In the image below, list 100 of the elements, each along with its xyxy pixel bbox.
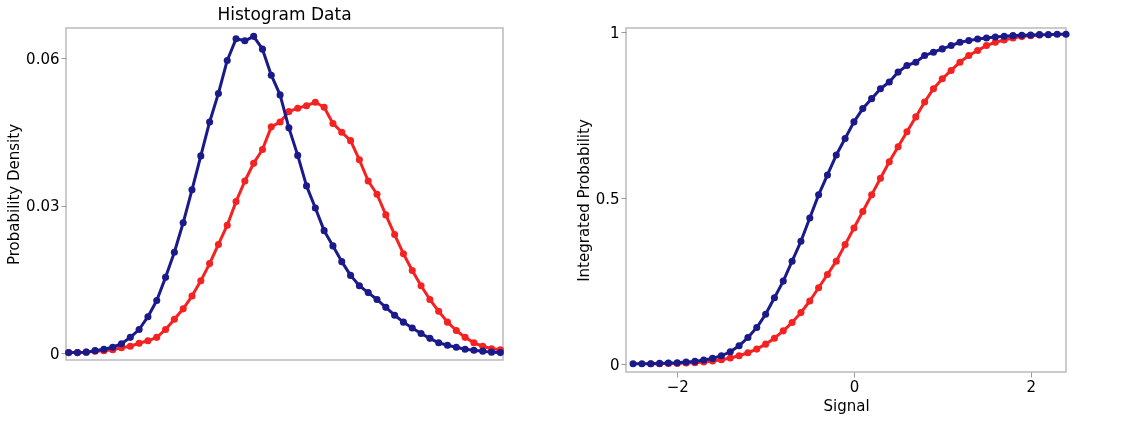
point [912, 113, 920, 121]
point [276, 118, 284, 126]
point [841, 134, 849, 142]
point [435, 339, 443, 347]
point [338, 258, 346, 266]
point [214, 240, 222, 248]
point [1000, 32, 1008, 40]
point [188, 186, 196, 194]
point [206, 260, 214, 268]
point [876, 174, 884, 182]
point [355, 156, 363, 164]
point [956, 38, 964, 46]
point [1053, 30, 1061, 38]
point [267, 123, 275, 131]
point [126, 333, 134, 341]
point [399, 318, 407, 326]
point [329, 242, 337, 250]
point [347, 271, 355, 279]
y-tick-label: 0.5 [595, 189, 620, 208]
point [206, 118, 214, 126]
point [276, 91, 284, 99]
point [885, 158, 893, 166]
point [779, 277, 787, 285]
point [974, 47, 982, 55]
y-tick-label: 0 [609, 355, 620, 374]
y-tick-label: 0.06 [26, 49, 60, 68]
point [832, 257, 840, 265]
point [726, 348, 734, 356]
point [426, 295, 434, 304]
chart-title: Histogram Data [217, 4, 352, 24]
point [320, 103, 328, 111]
point [797, 237, 805, 245]
point [364, 289, 372, 297]
point [841, 241, 849, 249]
point [443, 341, 452, 349]
point [347, 137, 355, 145]
point [885, 78, 893, 86]
point [815, 191, 823, 199]
point [223, 56, 231, 64]
point [355, 282, 363, 290]
point [770, 294, 778, 302]
y-tick-label: 1 [609, 23, 620, 42]
point [859, 105, 867, 113]
point [382, 211, 390, 219]
point [903, 128, 911, 136]
point [285, 124, 293, 132]
point [258, 145, 267, 154]
point [762, 310, 770, 318]
point [991, 38, 999, 46]
point [408, 266, 416, 275]
point [974, 35, 982, 43]
point [408, 324, 416, 332]
point [726, 354, 734, 362]
point [320, 227, 328, 235]
point [788, 257, 796, 265]
point [170, 248, 178, 256]
point [921, 98, 929, 106]
point [770, 334, 778, 342]
point [470, 346, 478, 354]
point [294, 151, 302, 159]
point [832, 151, 840, 159]
x-tick-label: 0 [849, 377, 860, 396]
point [461, 345, 469, 353]
point [744, 333, 752, 342]
point [903, 61, 911, 70]
point [338, 128, 346, 136]
point [629, 360, 637, 368]
point [452, 326, 460, 335]
point [735, 352, 743, 360]
point [144, 337, 152, 345]
y-axis-title: Probability Density [5, 123, 24, 266]
point [868, 191, 876, 199]
point [947, 66, 955, 74]
point [135, 339, 143, 347]
point [294, 104, 302, 112]
point [779, 327, 787, 335]
point [302, 182, 311, 190]
point [179, 305, 187, 313]
point [929, 85, 938, 93]
point [443, 318, 452, 326]
point [717, 352, 725, 360]
point [921, 52, 929, 60]
point [938, 45, 946, 53]
point [965, 37, 973, 45]
point [426, 334, 434, 342]
point [850, 118, 858, 126]
point [894, 68, 902, 76]
point [982, 42, 991, 50]
x-axis-title: Signal [823, 396, 870, 415]
x-tick-label: 2 [1026, 377, 1036, 396]
point [815, 284, 823, 292]
point [859, 207, 867, 215]
point [258, 45, 267, 53]
point [470, 339, 478, 347]
point [179, 219, 187, 227]
point [117, 340, 126, 348]
point [991, 33, 999, 41]
point [285, 108, 293, 116]
point [197, 277, 205, 285]
point [364, 177, 372, 185]
